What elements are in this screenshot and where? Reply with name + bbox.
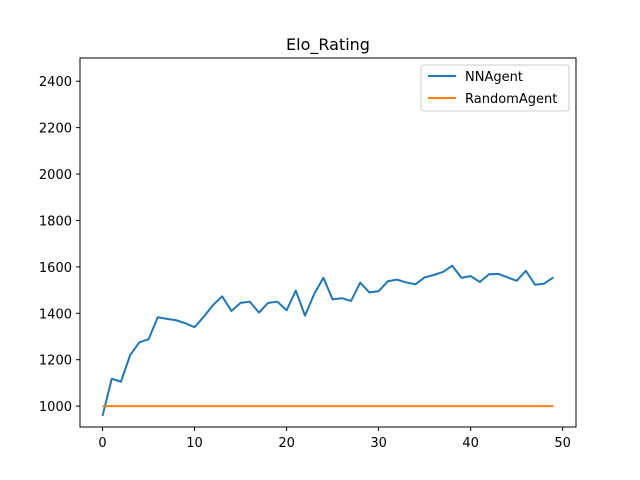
x-tick-label: 10 <box>186 436 203 451</box>
y-tick-label: 2000 <box>39 168 72 183</box>
legend-label-nnagent: NNAgent <box>465 70 523 85</box>
x-tick-label: 0 <box>98 436 106 451</box>
x-tick-label: 30 <box>370 436 387 451</box>
y-tick-label: 1800 <box>39 214 72 229</box>
y-tick-label: 1400 <box>39 307 72 322</box>
y-tick-label: 1200 <box>39 354 72 369</box>
x-tick-label: 50 <box>554 436 571 451</box>
x-tick-label: 20 <box>278 436 295 451</box>
chart-title: Elo_Rating <box>286 35 370 55</box>
y-tick-label: 2400 <box>39 75 72 90</box>
y-tick-label: 2200 <box>39 122 72 137</box>
x-axis: 0 10 20 30 40 50 <box>98 427 571 451</box>
y-axis: 1000 1200 1400 1600 1800 2000 2200 2400 <box>39 75 80 415</box>
y-tick-label: 1600 <box>39 261 72 276</box>
legend-label-randomagent: RandomAgent <box>465 92 557 107</box>
x-tick-label: 40 <box>462 436 479 451</box>
plot-frame <box>79 57 577 428</box>
series-line-nnagent <box>101 264 555 417</box>
y-tick-label: 1000 <box>39 400 72 415</box>
plot-series <box>101 264 555 417</box>
legend: NNAgent RandomAgent <box>420 64 570 112</box>
legend-box <box>420 64 570 112</box>
